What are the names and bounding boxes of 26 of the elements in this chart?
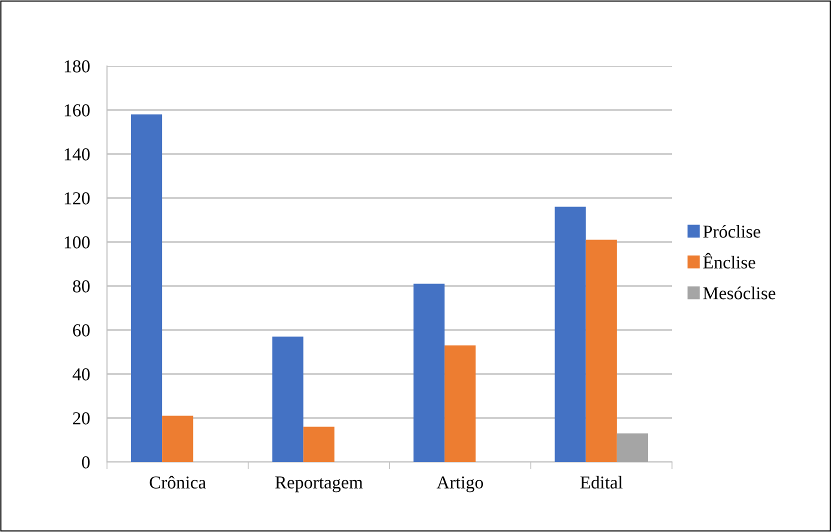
y-tick-label: 180 (64, 60, 90, 72)
bar (554, 206, 586, 462)
x-tick-label: Edital (580, 476, 623, 489)
y-tick-label: 80 (72, 280, 90, 292)
legend-label: Ênclise (703, 252, 756, 269)
legend-label: Próclise (703, 224, 760, 238)
y-tick-label: 60 (73, 324, 90, 336)
bar (272, 336, 304, 462)
bar (616, 433, 648, 462)
y-tick-label: 40 (72, 368, 90, 380)
x-tick-label: Artigo (436, 476, 484, 492)
legend-label: Mesóclise (703, 286, 776, 300)
bar (303, 426, 334, 462)
x-tick-label: Reportagem (275, 476, 363, 492)
bar (444, 345, 476, 462)
bar (586, 240, 617, 462)
bar (162, 416, 194, 462)
y-tick-label: 20 (73, 412, 90, 424)
y-tick-label: 100 (64, 236, 90, 248)
x-tick-label: Crônica (150, 476, 206, 489)
bar (131, 114, 162, 462)
y-tick-label: 120 (64, 192, 90, 204)
y-tick-label: 160 (64, 104, 90, 116)
y-tick-label: 0 (82, 456, 90, 468)
y-tick-label: 140 (64, 148, 90, 160)
bar (414, 284, 445, 462)
